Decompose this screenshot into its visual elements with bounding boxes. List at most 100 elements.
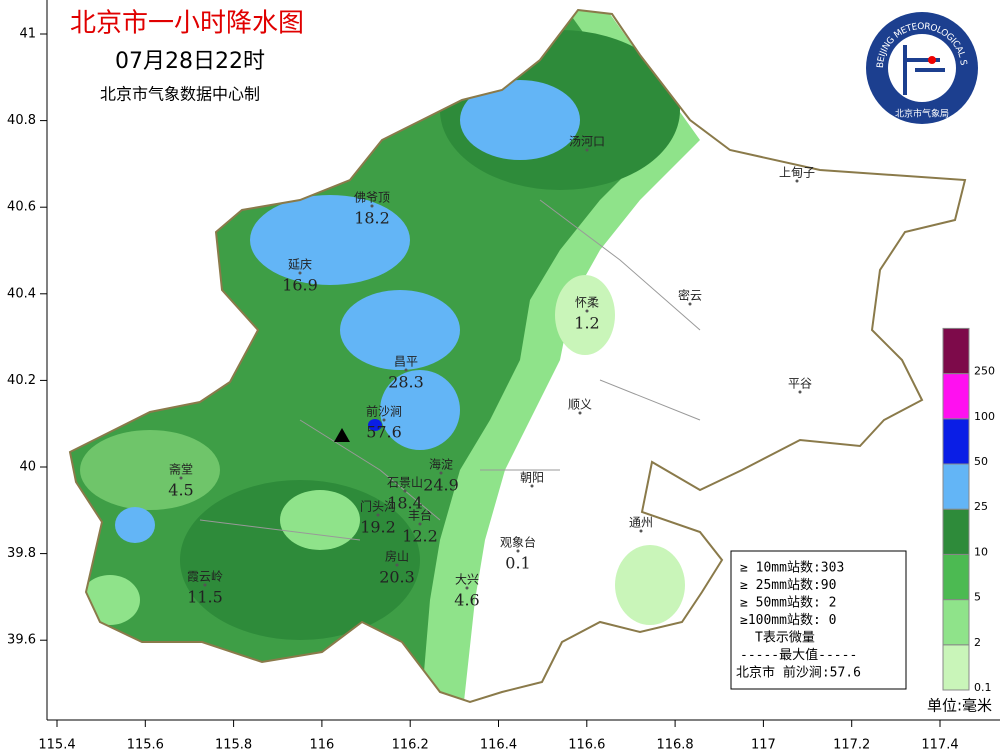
legend-label: 250 <box>974 365 995 378</box>
y-tick-label: 41 <box>19 27 36 42</box>
stats-line: 北京市 前沙涧:57.6 <box>736 665 861 681</box>
logo-name: 北京市气象局 <box>895 108 949 120</box>
station-value: 18.2 <box>354 209 390 228</box>
station-name: 怀柔 <box>575 296 599 310</box>
station-dot <box>298 271 302 275</box>
station-value: 16.9 <box>282 276 318 295</box>
station-name: 斋堂 <box>169 462 193 477</box>
x-tick-label: 115.4 <box>38 738 75 753</box>
legend-label: 0.1 <box>974 681 992 694</box>
legend-swatch <box>942 373 970 420</box>
station-dot <box>179 476 183 480</box>
y-tick-label: 39.6 <box>7 633 36 648</box>
station-dot <box>395 563 399 567</box>
x-tick-label: 115.8 <box>215 738 252 753</box>
legend-swatch <box>942 508 970 555</box>
title: 北京市一小时降水图 <box>70 9 304 39</box>
x-tick-label: 117.4 <box>921 738 958 753</box>
station-dot <box>370 204 374 208</box>
station-dot <box>639 529 643 533</box>
legend-label: 2 <box>974 636 981 649</box>
station-dot <box>403 489 407 493</box>
station-dot <box>585 309 589 313</box>
station-dot <box>418 522 422 526</box>
max-marker <box>334 428 350 442</box>
x-tick-label: 116.6 <box>568 738 605 753</box>
station-name: 前沙涧 <box>366 404 402 419</box>
station-name: 通州 <box>629 516 653 530</box>
unit: 单位:毫米 <box>927 697 992 715</box>
legend-swatch <box>942 463 970 510</box>
station-value: 24.9 <box>423 476 459 495</box>
station-value: 12.2 <box>402 527 438 546</box>
stats-line: ≥100mm站数: 0 <box>740 613 836 628</box>
station-value: 20.3 <box>379 568 415 587</box>
station-dot <box>688 302 692 306</box>
x-tick-label: 116 <box>309 738 334 753</box>
station-dot <box>795 179 799 183</box>
station-value: 0.1 <box>505 554 530 573</box>
legend-swatch <box>942 553 970 601</box>
x-tick-label: 115.6 <box>127 738 164 753</box>
station-dot <box>382 418 386 422</box>
station-value: 4.5 <box>168 481 193 500</box>
legend-label: 100 <box>974 410 995 423</box>
stats-box <box>730 550 907 690</box>
y-tick-label: 40.2 <box>7 373 36 388</box>
station-dot <box>376 513 380 517</box>
time: 07月28日22时 <box>115 49 265 74</box>
x-tick-label: 117 <box>751 738 776 753</box>
stats-line: ≥ 10mm站数:303 <box>740 561 844 576</box>
station-name: 门头沟 <box>360 499 396 514</box>
station-name: 丰台 <box>408 508 432 523</box>
station-value: 57.6 <box>366 423 402 442</box>
station-name: 房山 <box>385 549 409 564</box>
y-tick-label: 39.8 <box>7 546 36 561</box>
station-value: 19.2 <box>360 518 396 537</box>
station-name: 朝阳 <box>520 471 544 485</box>
station-value: 1.2 <box>574 314 599 333</box>
y-tick-label: 40.4 <box>7 286 36 301</box>
station-dot <box>404 368 408 372</box>
station-dot <box>798 390 802 394</box>
station-name: 佛爷顶 <box>354 191 390 205</box>
station-dot <box>516 549 520 553</box>
stats-line: -----最大值----- <box>740 647 857 663</box>
legend-label: 10 <box>974 545 988 558</box>
station-name: 石景山 <box>387 476 423 490</box>
station-name: 昌平 <box>394 355 418 369</box>
station-name: 上甸子 <box>779 166 815 180</box>
stats-line: T表示微量 <box>755 631 815 646</box>
station-dot <box>439 471 443 475</box>
y-tick-label: 40 <box>19 460 36 475</box>
legend-label: 5 <box>974 591 981 604</box>
x-tick-label: 116.8 <box>656 738 693 753</box>
station-dot <box>585 148 589 152</box>
stats-line: ≥ 50mm站数: 2 <box>740 596 836 611</box>
x-tick-label: 117.2 <box>833 738 870 753</box>
x-tick-label: 116.4 <box>480 738 517 753</box>
station-name: 观象台 <box>500 535 536 550</box>
legend-swatch <box>942 644 970 691</box>
station-dot <box>203 583 207 587</box>
station-name: 汤河口 <box>569 135 605 149</box>
legend-swatch <box>942 327 970 375</box>
boundary <box>68 8 967 704</box>
legend-label: 50 <box>974 455 988 468</box>
station-name: 霞云岭 <box>187 570 223 584</box>
legend-label: 25 <box>974 500 988 513</box>
source: 北京市气象数据中心制 <box>100 85 260 104</box>
district-lines <box>199 199 701 541</box>
station-value: 11.5 <box>187 588 223 607</box>
legend-swatch <box>942 418 970 465</box>
station-dot <box>465 586 469 590</box>
stats-line: ≥ 25mm站数:90 <box>740 578 836 593</box>
station-dot <box>530 484 534 488</box>
station-name: 顺义 <box>568 398 592 412</box>
station-name: 延庆 <box>288 258 312 272</box>
x-tick-label: 116.2 <box>392 738 429 753</box>
legend-swatch <box>942 599 970 646</box>
station-name: 海淀 <box>429 457 453 472</box>
